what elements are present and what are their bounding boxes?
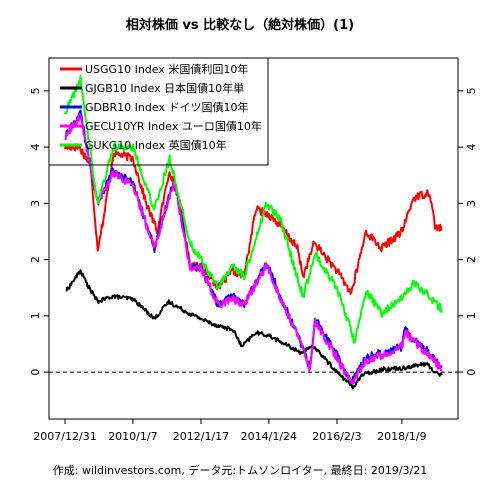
y-tick-label-left: 0 [29, 369, 42, 376]
chart-title: 相対株価 vs 比較なし（絶対株価）(1) [126, 17, 354, 33]
x-tick-label: 2010/1/7 [108, 430, 157, 443]
y-tick-label-right: 5 [465, 87, 478, 94]
series-line-3 [64, 113, 443, 385]
axes: 0 0 1 1 2 2 3 3 4 4 5 5 2007/12/31 2010/1/7 2012/1/17 2… [29, 87, 478, 443]
legend-label-3: GECU10YR Index ユーロ国債10年 [85, 119, 262, 133]
y-tick-label-right: 3 [465, 200, 478, 207]
x-tick-label: 2014/1/24 [241, 430, 297, 443]
y-tick-label-right: 4 [465, 144, 478, 151]
chart-caption: 作成: wildinvestors.com, データ元:トムソンロイター, 最終… [53, 463, 427, 477]
y-tick-label-left: 3 [29, 200, 42, 207]
y-tick-label-left: 5 [29, 87, 42, 94]
y-tick-label-left: 4 [29, 144, 42, 151]
legend-label-4: GUKG10 Index 英国債10年 [85, 138, 227, 152]
series-line-0 [64, 143, 443, 295]
y-tick-label-right: 0 [465, 369, 478, 376]
series-line-4 [64, 74, 443, 344]
legend-box [48, 57, 269, 166]
x-tick-label: 2018/1/9 [377, 430, 426, 443]
y-tick-label-left: 1 [29, 312, 42, 319]
y-tick-label-left: 2 [29, 256, 42, 263]
y-tick-label-right: 1 [465, 312, 478, 319]
series-layer [64, 74, 443, 390]
legend: USGG10 Index 米国債利回10年 GJGB10 Index 日本国債10… [48, 57, 269, 166]
x-tick-label: 2012/1/17 [173, 430, 229, 443]
x-tick-label: 2016/2/3 [312, 430, 361, 443]
legend-label-2: GDBR10 Index ドイツ国債10年 [85, 100, 248, 114]
legend-label-1: GJGB10 Index 日本国債10年単 [85, 81, 244, 95]
series-line-1 [65, 269, 443, 390]
x-tick-label: 2007/12/31 [33, 430, 96, 443]
y-tick-label-right: 2 [465, 256, 478, 263]
legend-label-0: USGG10 Index 米国債利回10年 [85, 62, 248, 76]
